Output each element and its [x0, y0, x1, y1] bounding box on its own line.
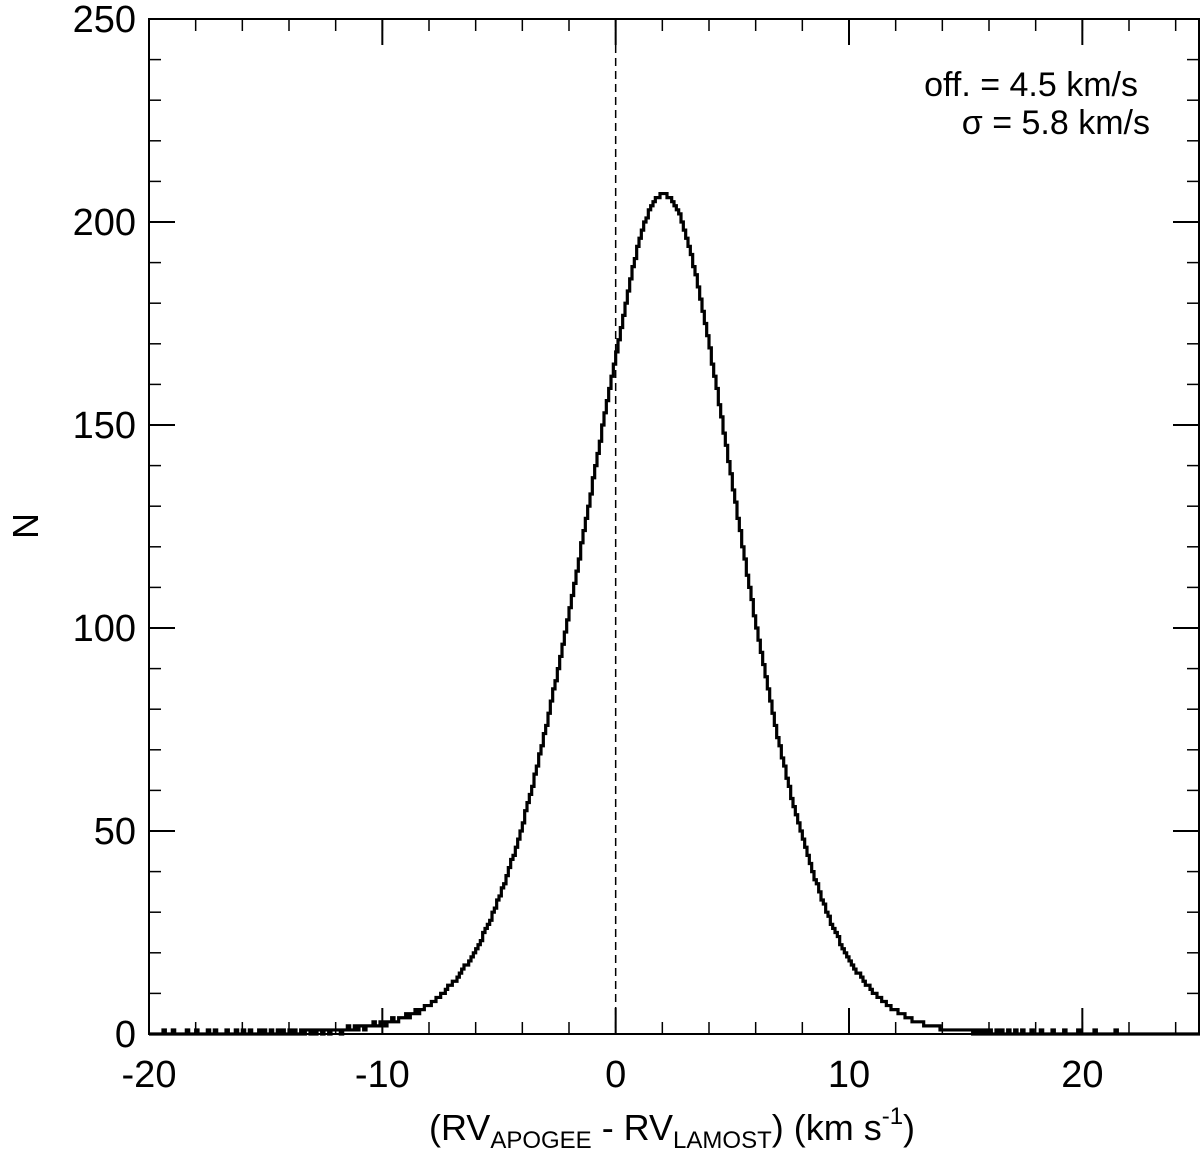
x-tick-label: -20 [122, 1054, 177, 1096]
y-tick-label: 150 [73, 405, 136, 447]
major-ticks [148, 18, 1199, 1035]
x-tick-label: 10 [828, 1054, 870, 1096]
plot-frame [148, 18, 1200, 1035]
sigma-annotation: σ = 5.8 km/s [962, 104, 1150, 142]
offset-annotation: off. = 4.5 km/s [924, 66, 1138, 104]
histogram-series [149, 191, 1200, 1036]
y-tick-label: 200 [73, 202, 136, 244]
y-tick-label: 50 [94, 811, 136, 853]
x-minor-ticks [148, 19, 1177, 1034]
x-tick-label: 20 [1061, 1054, 1103, 1096]
y-minor-ticks [149, 18, 1199, 1035]
x-axis-label: (RVAPOGEE - RVLAMOST) (km s-1) [429, 1103, 915, 1151]
y-axis-label: N [5, 513, 46, 539]
x-tick-label: -10 [355, 1054, 410, 1096]
y-tick-label: 0 [115, 1014, 136, 1056]
y-tick-label: 250 [73, 0, 136, 41]
x-tick-labels: -20 -10 0 10 20 [122, 1054, 1104, 1096]
y-tick-label: 100 [73, 608, 136, 650]
y-tick-labels: 0 50 100 150 200 250 [73, 0, 136, 1056]
x-tick-label: 0 [605, 1054, 626, 1096]
